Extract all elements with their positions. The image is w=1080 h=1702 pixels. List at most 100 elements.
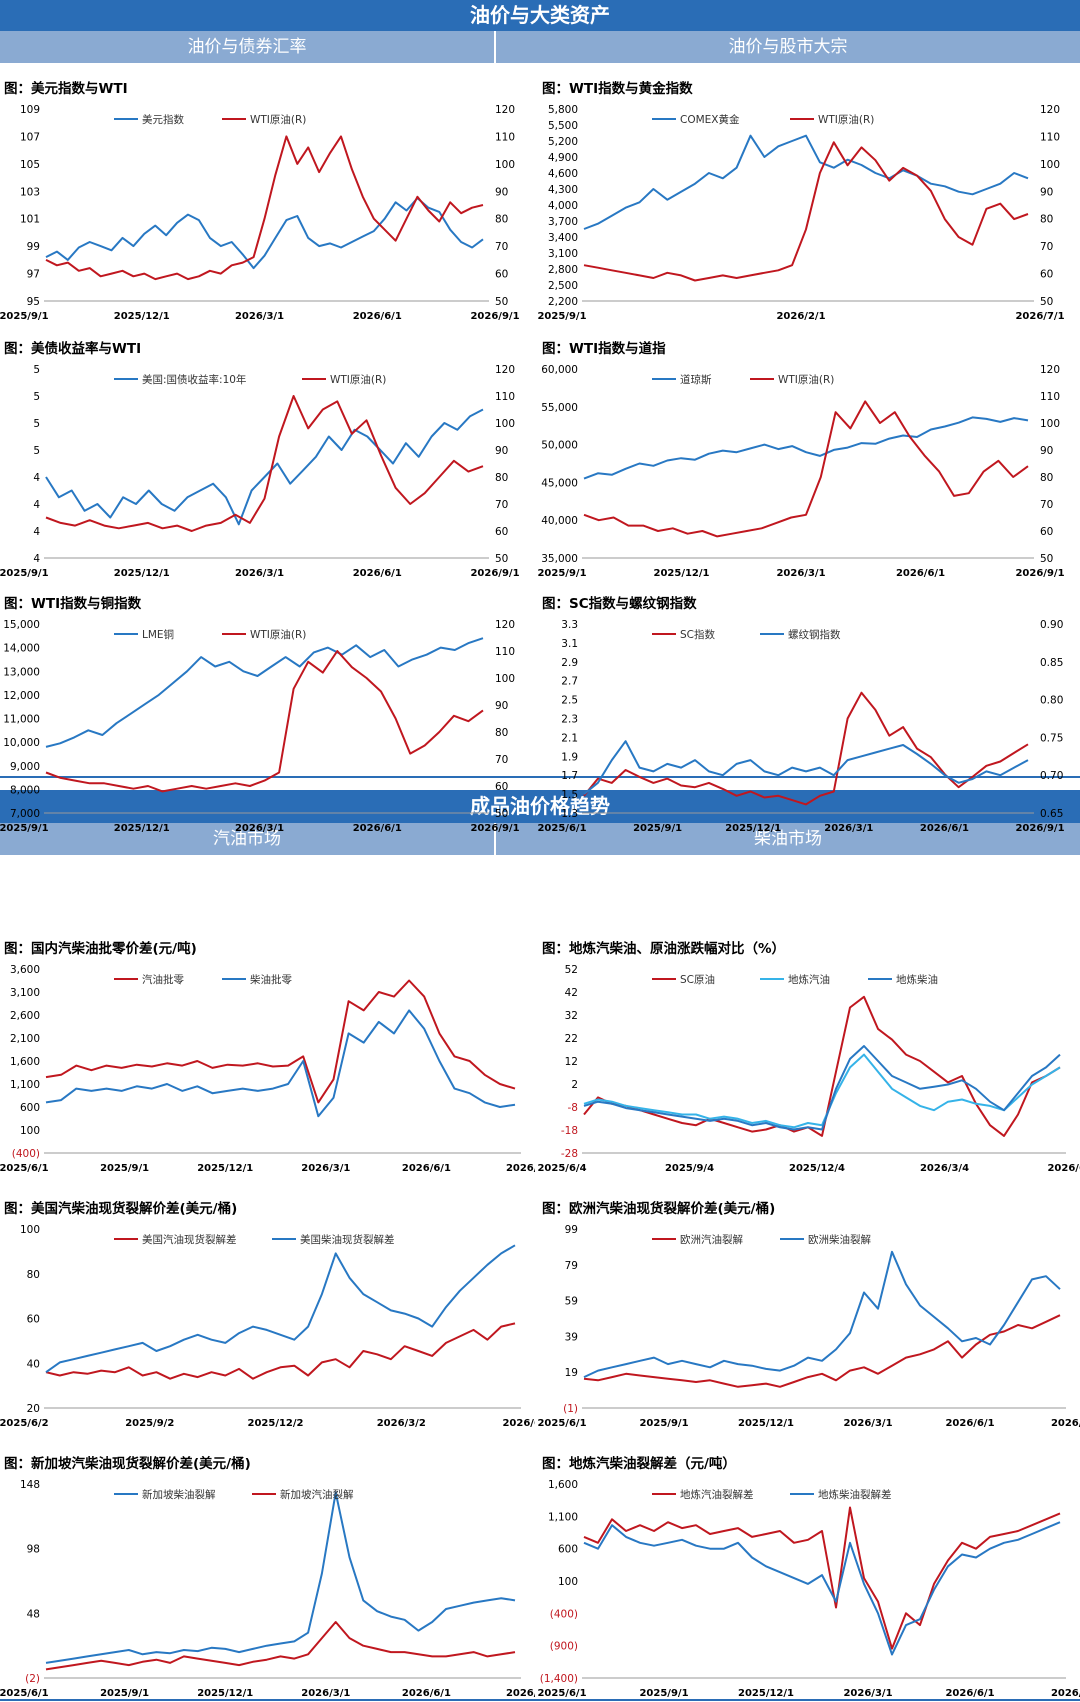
panel-title: 图：地炼汽柴油、原油涨跌幅对比（%）	[542, 941, 786, 957]
y-tick-label: 2.1	[561, 732, 578, 744]
series-line	[583, 1250, 1061, 1379]
y-tick-label: 4	[33, 526, 40, 538]
y-tick-label: 99	[27, 241, 40, 253]
y2-tick-label: 110	[495, 646, 515, 658]
legend-label: SC指数	[680, 628, 715, 641]
panel-local-refinery-change: 图：地炼汽柴油、原油涨跌幅对比（%） 52 42 32 22 12 2 -8 -18 -28 202…	[538, 935, 1080, 1175]
x-tick-label: 2025/12/1	[725, 823, 781, 834]
x-tick-label: 2026/6/1	[402, 1163, 451, 1174]
panel-us-crack: 图：美国汽柴油现货裂解价差(美元/桶) 100 80 60 40 20 2025/6/2 20…	[0, 1195, 535, 1430]
x-tick-label: 2026/3/1	[301, 1688, 350, 1699]
y-tick-label: 11,000	[3, 714, 40, 726]
series-line	[583, 740, 1029, 795]
y2-tick-label: 0.70	[1040, 770, 1063, 782]
legend-label: 地炼汽油	[788, 973, 830, 986]
x-tick-label: 2025/6/1	[538, 1418, 587, 1429]
section1-bottom-border	[0, 776, 1080, 778]
y2-tick-label: 90	[1040, 186, 1053, 198]
panel-title: 图：WTI指数与道指	[542, 341, 666, 357]
y-tick-label: 7,000	[10, 808, 40, 820]
x-tick-label: 2025/9/1	[538, 568, 587, 579]
y-tick-label: 55,000	[541, 402, 578, 414]
y-tick-label: 19	[565, 1367, 578, 1379]
series-line	[583, 1506, 1061, 1650]
y-tick-label: 80	[27, 1269, 40, 1281]
y-tick-label: 4,600	[548, 168, 578, 180]
x-tick-label: 2025/9/1	[639, 1418, 688, 1429]
y-tick-label: 1,100	[10, 1079, 40, 1091]
y2-tick-label: 80	[1040, 214, 1053, 226]
chart-us-crack: 100 80 60 40 20 2025/6/2 2025/9/2 2025/12/2 2026…	[0, 1224, 535, 1429]
x-tick-label: 2025/12/1	[197, 1163, 253, 1174]
y2-tick-label: 0.85	[1040, 657, 1063, 669]
subheader-gasoline: 汽油市场	[0, 823, 494, 855]
y2-tick-label: 120	[495, 619, 515, 631]
y-tick-label: 15,000	[3, 619, 40, 631]
panel-title: 图：WTI指数与铜指数	[4, 596, 142, 612]
y2-tick-label: 0.90	[1040, 619, 1063, 631]
y-tick-label: 5,500	[548, 120, 578, 132]
x-tick-label: 2025/9/1	[0, 311, 49, 322]
x-tick-label: 2026/6/4	[1047, 1163, 1080, 1174]
legend-label: 螺纹钢指数	[788, 628, 841, 641]
y-tick-label: 1.7	[561, 770, 578, 782]
y2-tick-label: 0.80	[1040, 695, 1063, 707]
y-tick-label: 2,200	[548, 296, 578, 308]
y-tick-label: 2,500	[548, 280, 578, 292]
subheader-oil-bond: 油价与债券汇率	[0, 31, 494, 63]
y2-tick-label: 120	[1040, 364, 1060, 376]
legend-label: 美国柴油现货裂解差	[300, 1233, 395, 1246]
legend-label: 柴油批零	[250, 973, 292, 986]
y-tick-label: 99	[565, 1224, 578, 1236]
y2-tick-label: 110	[1040, 391, 1060, 403]
x-tick-label: 2026/3/1	[843, 1418, 892, 1429]
y-tick-label: 39	[565, 1331, 578, 1343]
x-tick-label: 2026/9/1	[1015, 568, 1064, 579]
y-tick-label: 107	[20, 131, 40, 143]
series-line	[583, 691, 1029, 806]
panel-title: 图：美元指数与WTI	[4, 81, 128, 97]
y2-tick-label: 90	[495, 445, 508, 457]
y-tick-label: -18	[561, 1125, 578, 1137]
x-tick-label: 2026/3/1	[235, 568, 284, 579]
chart-eu-crack: 99 79 59 39 19 (1) 2025/6/1 2025/9/1 2025/12/1 20…	[538, 1224, 1080, 1429]
x-tick-label: 2025/6/2	[0, 1418, 49, 1429]
series-line	[583, 1521, 1061, 1656]
y-tick-label: 5	[33, 391, 40, 403]
series-line	[45, 637, 484, 748]
y2-tick-label: 120	[1040, 104, 1060, 116]
chart-wti-gold: 5,800 5,500 5,200 4,900 4,600 4,300 4,000 3,700…	[538, 104, 1065, 322]
y-tick-label: 148	[20, 1479, 40, 1491]
y2-tick-label: 100	[495, 673, 515, 685]
y-tick-label: 1,600	[548, 1479, 578, 1491]
x-tick-label: 2025/9/4	[665, 1163, 714, 1174]
x-tick-label: 2026/2/1	[776, 311, 825, 322]
x-tick-label: 2026/9/1	[470, 568, 519, 579]
y-tick-label: 4,000	[548, 200, 578, 212]
x-tick-label: 2025/12/1	[197, 1688, 253, 1699]
x-tick-label: 2025/9/1	[0, 568, 49, 579]
panel-title: 图：美国汽柴油现货裂解价差(美元/桶)	[4, 1201, 238, 1217]
y-tick-label: 100	[558, 1576, 578, 1588]
y-tick-label: 2,100	[10, 1033, 40, 1045]
x-tick-label: 2026/6/1	[402, 1688, 451, 1699]
panel-dxy-wti: 图：美元指数与WTI 109 107 105 103 101 99 97 95 120 110 100…	[0, 75, 535, 323]
panel-wti-copper: 图：WTI指数与铜指数 15,000 14,000 13,000 12,000 11,00…	[0, 590, 535, 835]
x-tick-label: 2026/3/1	[235, 823, 284, 834]
section-title-assets: 油价与大类资产	[0, 0, 1080, 31]
panel-title: 图：国内汽柴油批零价差(元/吨)	[4, 941, 197, 957]
x-tick-label: 2026/6/1	[920, 823, 969, 834]
chart-local-refinery-change: 52 42 32 22 12 2 -8 -18 -28 2025/6/4 2025/9/4 2025/…	[538, 964, 1080, 1174]
panel-wti-dow: 图：WTI指数与道指 60,000 55,000 50,000 45,000 40,000…	[538, 335, 1080, 580]
y-tick-label: 60,000	[541, 364, 578, 376]
series-line	[583, 400, 1029, 538]
x-tick-label: 2025/9/2	[125, 1418, 174, 1429]
y-tick-label: 105	[20, 159, 40, 171]
legend-label: 地炼柴油	[896, 973, 938, 986]
chart-sc-rebar: 3.3 3.1 2.9 2.7 2.5 2.3 2.1 1.9 1.7 1.5 1.3 0.90 0.8…	[538, 619, 1065, 834]
y2-tick-label: 70	[1040, 241, 1053, 253]
x-tick-label: 2025/9/1	[639, 1688, 688, 1699]
y-tick-label: 10,000	[3, 737, 40, 749]
y-tick-label: -8	[568, 1102, 578, 1114]
y2-tick-label: 90	[495, 186, 508, 198]
